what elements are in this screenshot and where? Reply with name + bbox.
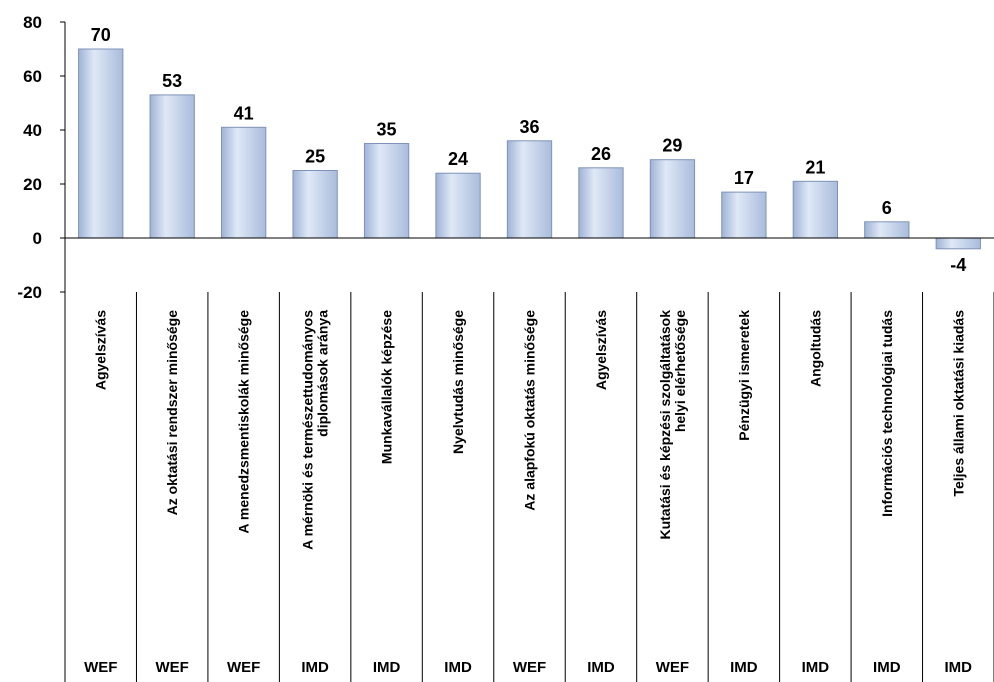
bar bbox=[649, 159, 696, 239]
group-label: WEF bbox=[156, 659, 189, 676]
category-label-group: Munkavállalók képzése bbox=[379, 310, 395, 464]
category-label-group: Információs technológiai tudás bbox=[879, 310, 895, 517]
x-tick-label-line: Munkavállalók képzése bbox=[379, 310, 395, 464]
x-tick-label: Agyelszívás bbox=[93, 310, 109, 390]
category-label-group: Az alapfokú oktatás minősége bbox=[522, 310, 538, 511]
x-tick-label-line: Angoltudás bbox=[807, 310, 823, 387]
x-tick-label: Agyelszívás bbox=[593, 310, 609, 390]
group-label: IMD bbox=[802, 659, 830, 676]
category-label-group: Az oktatási rendszer minősége bbox=[164, 310, 180, 516]
x-tick-label-line: A mérnöki és természettudományos bbox=[300, 310, 316, 550]
group-label: WEF bbox=[656, 659, 689, 676]
bar bbox=[935, 237, 981, 250]
x-tick-label-line: Agyelszívás bbox=[93, 310, 109, 390]
group-label: IMD bbox=[444, 659, 472, 676]
group-label: IMD bbox=[730, 659, 758, 676]
group-label: IMD bbox=[587, 659, 615, 676]
category-label-group: Agyelszívás bbox=[593, 310, 609, 390]
category-label-group: Nyelvtudás minősége bbox=[450, 310, 466, 454]
x-tick-label: Információs technológiai tudás bbox=[879, 310, 895, 517]
x-tick-label: Az alapfokú oktatás minősége bbox=[522, 310, 538, 511]
bar bbox=[506, 140, 553, 239]
data-label: 21 bbox=[805, 157, 825, 177]
data-label: 25 bbox=[305, 147, 325, 167]
data-label: 26 bbox=[591, 144, 611, 164]
group-label: IMD bbox=[873, 659, 901, 676]
data-label: 53 bbox=[162, 71, 182, 91]
x-tick-label-line: Kutatási és képzési szolgáltatások bbox=[657, 310, 673, 540]
x-tick-label-line: diplomások aránya bbox=[315, 310, 331, 437]
data-label: 17 bbox=[734, 168, 754, 188]
x-tick-label: Munkavállalók képzése bbox=[379, 310, 395, 464]
bar bbox=[363, 143, 410, 239]
group-label: IMD bbox=[945, 659, 973, 676]
x-tick-label-line: Teljes állami oktatási kiadás bbox=[950, 310, 966, 497]
group-label: IMD bbox=[373, 659, 401, 676]
bar bbox=[792, 180, 838, 239]
y-tick-label: 40 bbox=[23, 121, 42, 140]
bar bbox=[292, 170, 338, 239]
category-label-group: Agyelszívás bbox=[93, 310, 109, 390]
y-tick-label: 80 bbox=[23, 13, 42, 32]
bar bbox=[578, 167, 624, 239]
x-tick-label-line: A menedzsmentiskolák minősége bbox=[236, 310, 252, 534]
group-label: IMD bbox=[301, 659, 329, 676]
group-label: WEF bbox=[84, 659, 117, 676]
x-tick-label: Az oktatási rendszer minősége bbox=[164, 310, 180, 516]
x-tick-label: A menedzsmentiskolák minősége bbox=[236, 310, 252, 534]
category-label-group: Teljes állami oktatási kiadás bbox=[950, 310, 966, 497]
x-tick-label: Teljes állami oktatási kiadás bbox=[950, 310, 966, 497]
category-label-group: A mérnöki és természettudományosdiplomás… bbox=[300, 310, 331, 550]
x-tick-label-line: Nyelvtudás minősége bbox=[450, 310, 466, 454]
group-label: WEF bbox=[227, 659, 260, 676]
x-tick-label-line: Az oktatási rendszer minősége bbox=[164, 310, 180, 516]
category-label-group: Pénzügyi ismeretek bbox=[736, 310, 752, 441]
x-tick-label-line: helyi elérhetősége bbox=[672, 310, 688, 432]
y-tick-label: 20 bbox=[23, 175, 42, 194]
bar bbox=[435, 172, 481, 239]
data-label: 6 bbox=[882, 198, 892, 218]
y-tick-label: 60 bbox=[23, 67, 42, 86]
x-tick-label-line: Az alapfokú oktatás minősége bbox=[522, 310, 538, 511]
bar bbox=[864, 221, 910, 239]
group-label: WEF bbox=[513, 659, 546, 676]
x-tick-label-line: Agyelszívás bbox=[593, 310, 609, 390]
x-tick-label: A mérnöki és természettudományosdiplomás… bbox=[300, 310, 331, 550]
x-tick-label: Kutatási és képzési szolgáltatásokhelyi … bbox=[657, 310, 688, 540]
y-tick-label: -20 bbox=[17, 283, 42, 302]
x-tick-label-line: Pénzügyi ismeretek bbox=[736, 310, 752, 441]
data-label: 36 bbox=[519, 117, 539, 137]
data-label: 29 bbox=[662, 136, 682, 156]
bar bbox=[149, 94, 195, 239]
y-tick-label: 0 bbox=[33, 229, 42, 248]
bar bbox=[78, 48, 124, 239]
data-label: 41 bbox=[234, 103, 254, 123]
data-label: 35 bbox=[377, 120, 397, 140]
bar bbox=[221, 126, 267, 239]
data-label: 70 bbox=[91, 25, 111, 45]
bar bbox=[721, 191, 767, 239]
category-label-group: Angoltudás bbox=[807, 310, 823, 387]
x-tick-label: Pénzügyi ismeretek bbox=[736, 310, 752, 441]
category-label-group: A menedzsmentiskolák minősége bbox=[236, 310, 252, 534]
data-label: -4 bbox=[950, 255, 966, 275]
x-tick-label-line: Információs technológiai tudás bbox=[879, 310, 895, 517]
x-tick-label: Angoltudás bbox=[807, 310, 823, 387]
x-tick-label: Nyelvtudás minősége bbox=[450, 310, 466, 454]
category-label-group: Kutatási és képzési szolgáltatásokhelyi … bbox=[657, 310, 688, 540]
data-label: 24 bbox=[448, 149, 468, 169]
